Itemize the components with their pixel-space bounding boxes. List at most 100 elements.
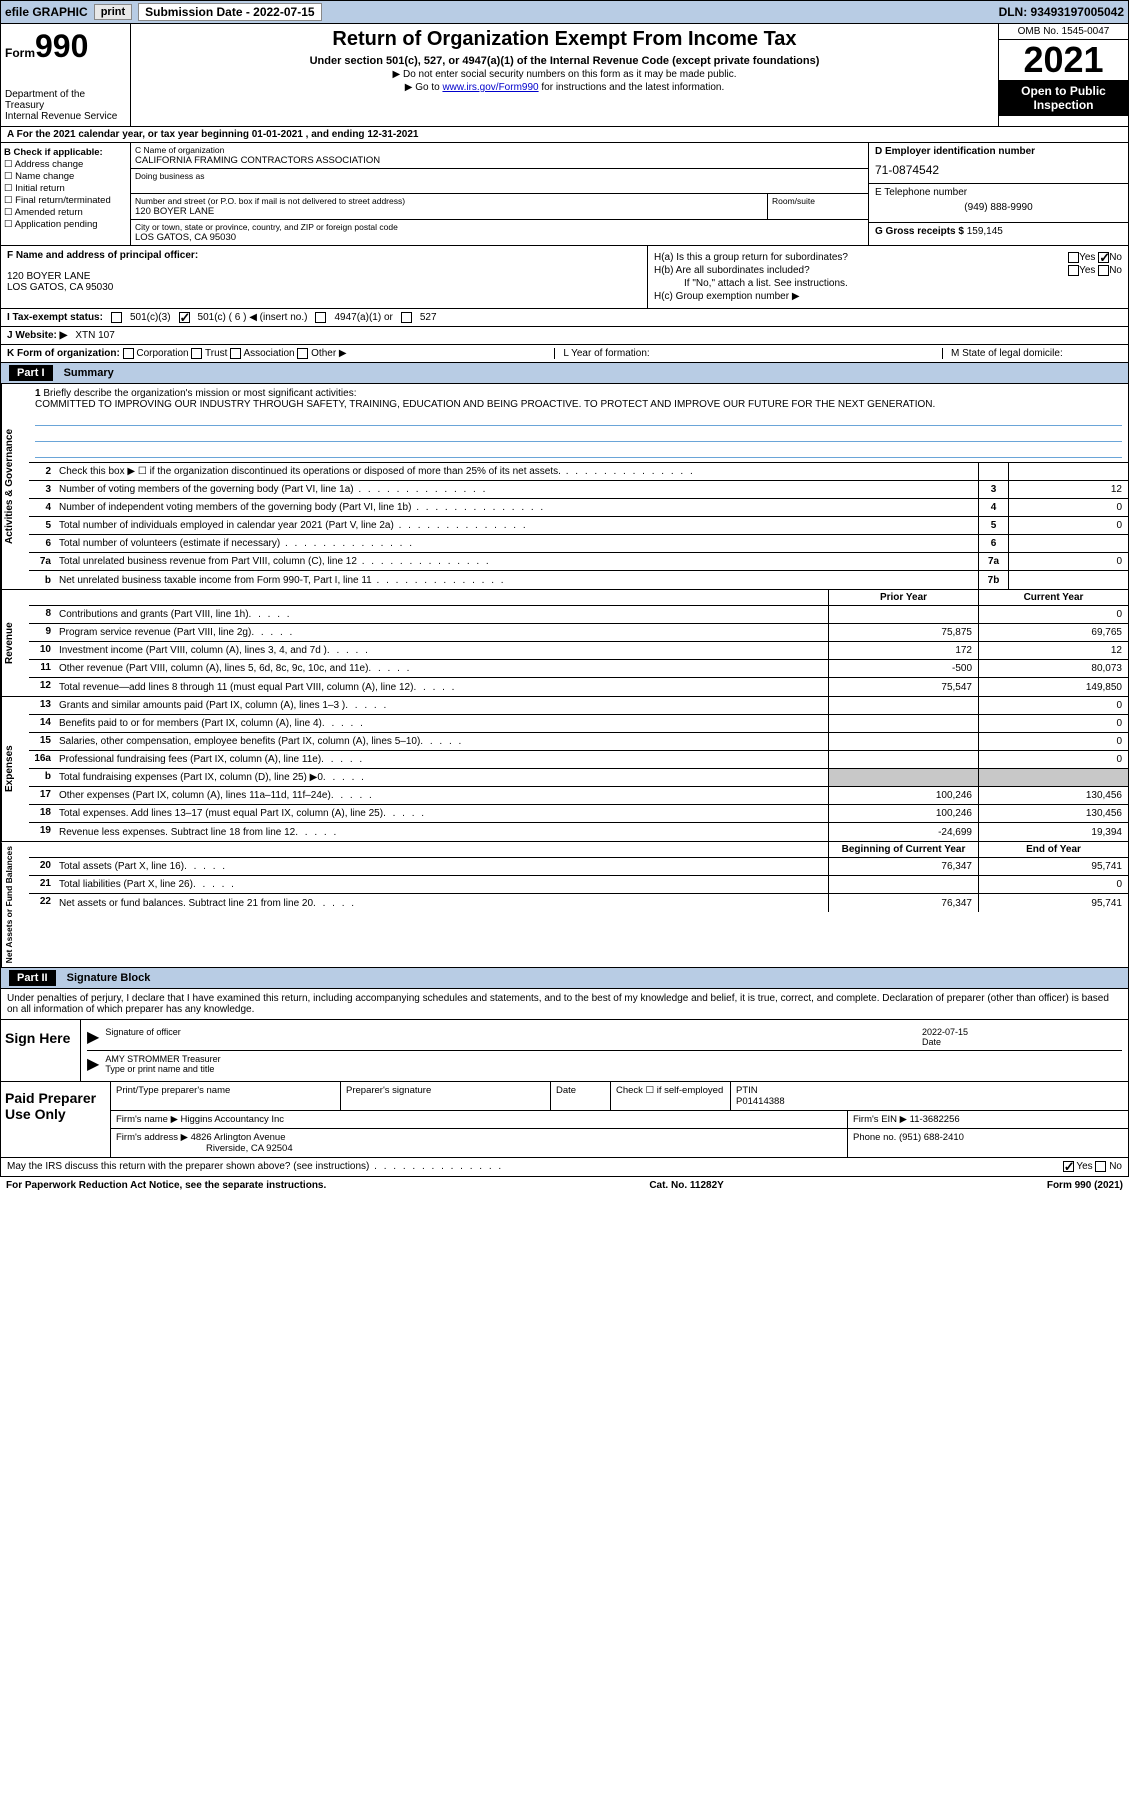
prep-self-h: Check ☐ if self-employed [611, 1082, 731, 1110]
phone-value: (949) 888-9990 [875, 202, 1122, 213]
chk-pending[interactable]: ☐ Application pending [4, 219, 127, 230]
preparer-label: Paid Preparer Use Only [1, 1082, 111, 1157]
ha-yes-checkbox[interactable] [1068, 252, 1079, 263]
chk-final[interactable]: ☐ Final return/terminated [4, 195, 127, 206]
row-num: 18 [29, 805, 55, 822]
current-val [978, 769, 1128, 786]
revenue-section: Revenue Prior Year Current Year 8 Contri… [0, 590, 1129, 697]
fin-row: 8 Contributions and grants (Part VIII, l… [29, 606, 1128, 624]
sign-here-block: Sign Here ▶ Signature of officer 2022-07… [1, 1019, 1128, 1081]
irs-link[interactable]: www.irs.gov/Form990 [442, 82, 538, 93]
website-row: J Website: ▶ XTN 107 [0, 327, 1129, 345]
ha-no-checkbox[interactable] [1098, 252, 1109, 263]
row-box: 6 [978, 535, 1008, 552]
room-label: Room/suite [772, 196, 864, 206]
chk-initial[interactable]: ☐ Initial return [4, 183, 127, 194]
prior-val [828, 697, 978, 714]
fin-row: 13 Grants and similar amounts paid (Part… [29, 697, 1128, 715]
prep-name-h: Print/Type preparer's name [111, 1082, 341, 1110]
gross-receipts: 159,145 [967, 226, 1003, 237]
row-val: 12 [1008, 481, 1128, 498]
i-label: I Tax-exempt status: [7, 312, 103, 323]
expenses-section: Expenses 13 Grants and similar amounts p… [0, 697, 1129, 842]
row-num: 19 [29, 823, 55, 841]
prior-val [828, 751, 978, 768]
begin-year-head: Beginning of Current Year [828, 842, 978, 857]
chk-527[interactable] [401, 312, 412, 323]
chk-corp[interactable] [123, 348, 134, 359]
chk-other[interactable] [297, 348, 308, 359]
gov-row: b Net unrelated business taxable income … [29, 571, 1128, 589]
print-button[interactable]: print [94, 4, 132, 20]
prior-val [828, 606, 978, 623]
mission-block: 1 Briefly describe the organization's mi… [29, 384, 1128, 463]
row-desc: Total assets (Part X, line 16) [55, 858, 828, 875]
header-mid: Return of Organization Exempt From Incom… [131, 24, 998, 126]
vlabel-expenses: Expenses [1, 697, 29, 841]
chk-4947[interactable] [315, 312, 326, 323]
current-val: 0 [978, 751, 1128, 768]
paperwork-text: For Paperwork Reduction Act Notice, see … [6, 1180, 326, 1191]
street-row: Number and street (or P.O. box if mail i… [131, 194, 868, 220]
current-val: 130,456 [978, 805, 1128, 822]
gov-row: 5 Total number of individuals employed i… [29, 517, 1128, 535]
h-a-row: H(a) Is this a group return for subordin… [654, 252, 1122, 263]
governance-body: 1 Briefly describe the organization's mi… [29, 384, 1128, 589]
irs-label: Internal Revenue Service [5, 111, 126, 122]
row-num: 17 [29, 787, 55, 804]
hb-yes-checkbox[interactable] [1068, 265, 1079, 276]
chk-name[interactable]: ☐ Name change [4, 171, 127, 182]
city-cell: City or town, state or province, country… [131, 220, 868, 245]
row-num: 7a [29, 556, 55, 567]
prior-val [828, 733, 978, 750]
mission-text: COMMITTED TO IMPROVING OUR INDUSTRY THRO… [35, 399, 935, 410]
row-box: 7b [978, 571, 1008, 589]
row-desc: Total number of volunteers (estimate if … [55, 536, 978, 551]
firm-addr-cell: Firm's address ▶ 4826 Arlington AvenueRi… [111, 1129, 848, 1157]
chk-501c3[interactable] [111, 312, 122, 323]
form-subtitle: Under section 501(c), 527, or 4947(a)(1)… [135, 55, 994, 67]
row-num: 4 [29, 502, 55, 513]
current-val: 0 [978, 606, 1128, 623]
row-box: 5 [978, 517, 1008, 534]
website-value: XTN 107 [75, 330, 114, 341]
chk-trust[interactable] [191, 348, 202, 359]
row-desc: Total expenses. Add lines 13–17 (must eq… [55, 805, 828, 822]
prior-val: 76,347 [828, 858, 978, 875]
street-value: 120 BOYER LANE [135, 206, 763, 217]
prior-val: 172 [828, 642, 978, 659]
chk-address[interactable]: ☐ Address change [4, 159, 127, 170]
row-desc: Salaries, other compensation, employee b… [55, 733, 828, 750]
vlabel-governance: Activities & Governance [1, 384, 29, 589]
fin-row: 14 Benefits paid to or for members (Part… [29, 715, 1128, 733]
firm-phone-cell: Phone no. (951) 688-2410 [848, 1129, 1128, 1157]
form-label: Form [5, 46, 35, 60]
prep-row-2: Firm's name ▶ Higgins Accountancy Inc Fi… [111, 1111, 1128, 1129]
officer-info: F Name and address of principal officer:… [1, 246, 648, 308]
dln-label: DLN: 93493197005042 [999, 5, 1124, 19]
row-desc: Benefits paid to or for members (Part IX… [55, 715, 828, 732]
dba-label: Doing business as [135, 171, 864, 181]
row-num: b [29, 575, 55, 586]
hb-no-checkbox[interactable] [1098, 265, 1109, 276]
note-pre: ▶ Go to [405, 82, 443, 93]
revenue-head: Prior Year Current Year [29, 590, 1128, 606]
chk-amended[interactable]: ☐ Amended return [4, 207, 127, 218]
row-num: 11 [29, 660, 55, 677]
sig-name: AMY STROMMER TreasurerType or print name… [105, 1054, 1122, 1074]
row-num: 3 [29, 484, 55, 495]
discuss-no-checkbox[interactable] [1095, 1161, 1106, 1172]
officer-group-block: F Name and address of principal officer:… [0, 246, 1129, 309]
prior-val: -500 [828, 660, 978, 677]
prior-val: 100,246 [828, 787, 978, 804]
prior-val: 75,875 [828, 624, 978, 641]
row-desc: Net unrelated business taxable income fr… [55, 573, 978, 588]
chk-assoc[interactable] [230, 348, 241, 359]
current-val: 69,765 [978, 624, 1128, 641]
name-column: C Name of organization CALIFORNIA FRAMIN… [131, 143, 868, 245]
row-desc: Professional fundraising fees (Part IX, … [55, 751, 828, 768]
current-val: 0 [978, 876, 1128, 893]
chk-501c[interactable] [179, 312, 190, 323]
sig-date: 2022-07-15Date [922, 1027, 1122, 1047]
discuss-yes-checkbox[interactable] [1063, 1161, 1074, 1172]
